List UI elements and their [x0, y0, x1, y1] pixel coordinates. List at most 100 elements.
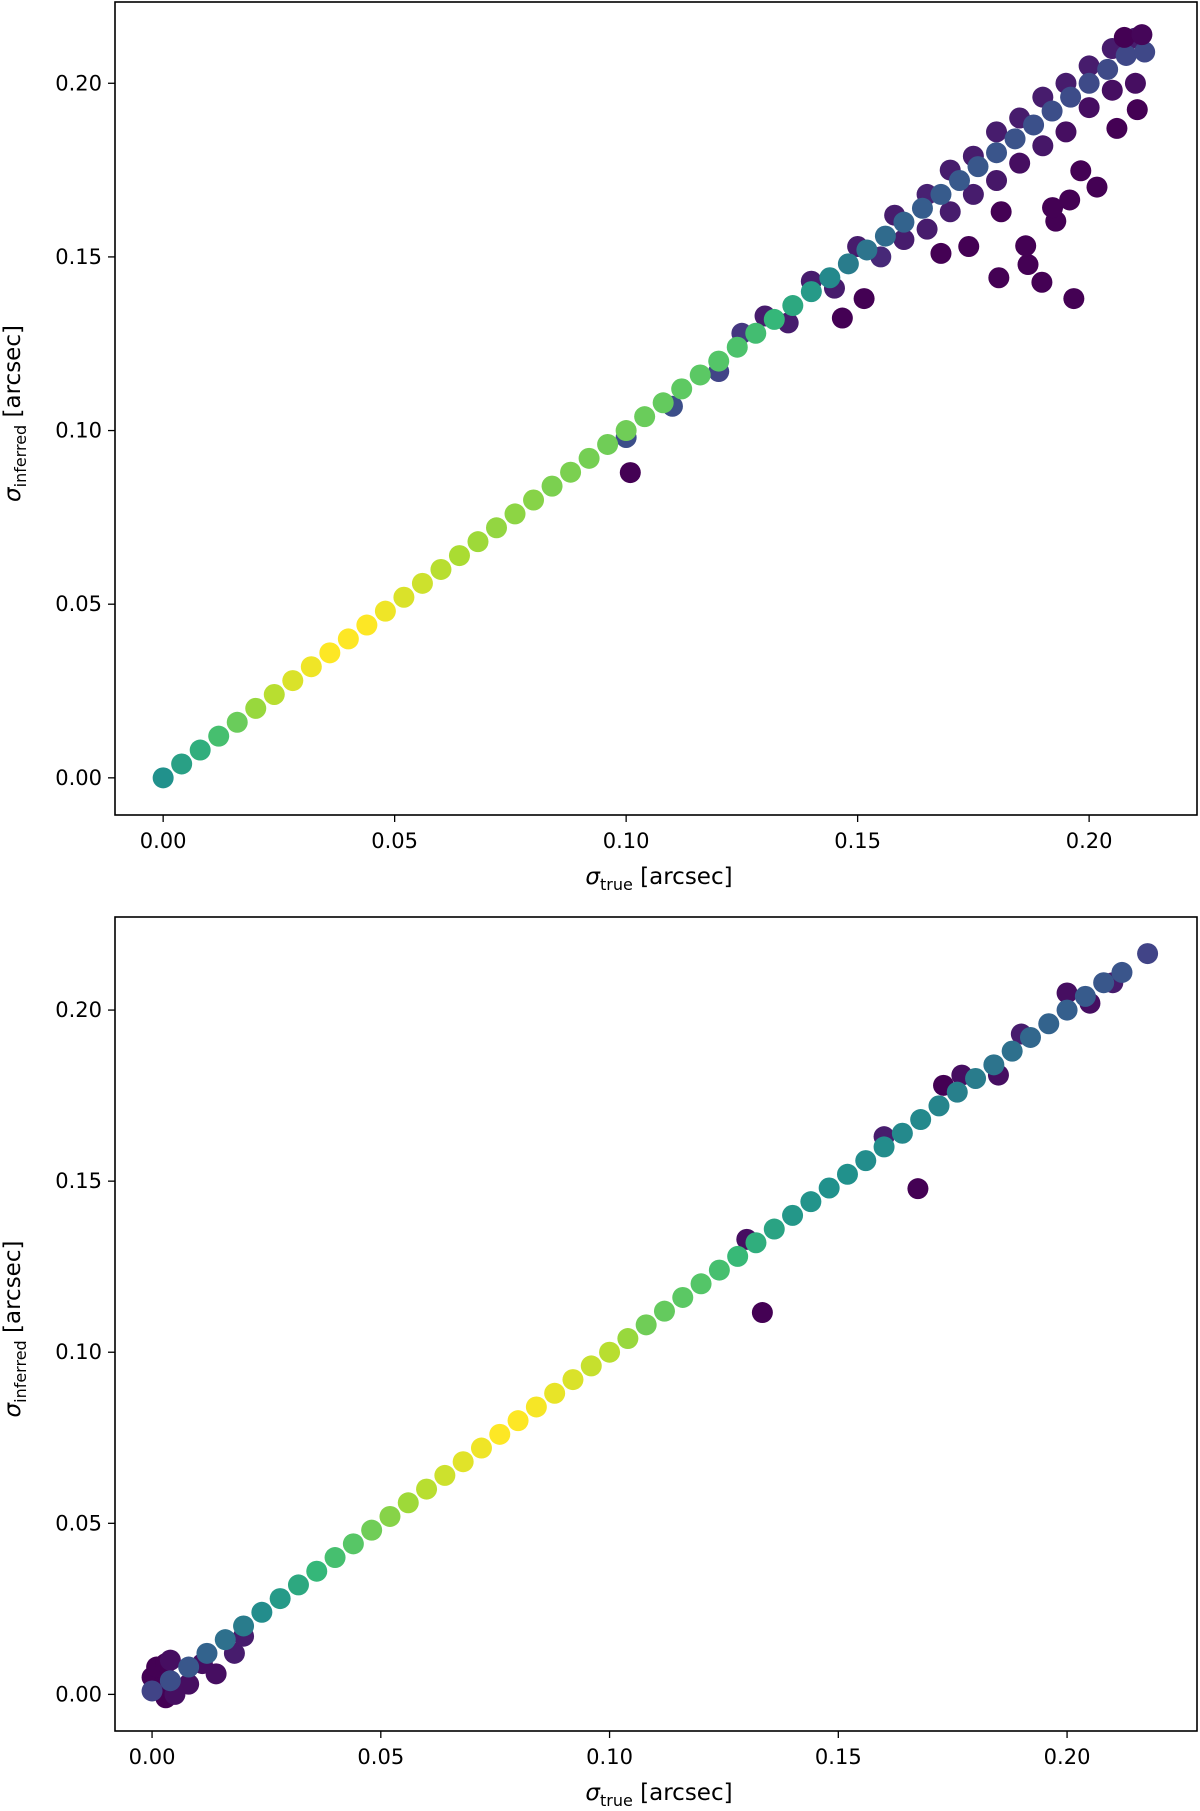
main-point [948, 170, 970, 192]
axis-subscript: true [600, 875, 633, 894]
x-tick-label: 0.00 [129, 1745, 176, 1769]
y-tick-label: 0.20 [55, 71, 102, 95]
outlier-point [1086, 176, 1108, 198]
main-point [874, 225, 896, 247]
spread-point [939, 201, 961, 223]
axis-symbol: σ [585, 1780, 601, 1806]
main-point [196, 1642, 218, 1664]
spread-point [962, 183, 984, 205]
x-tick-label: 0.20 [1066, 829, 1113, 853]
y-axis-label: σinferred [arcsec] [0, 1241, 30, 1418]
axes-frame [114, 1, 1198, 816]
spread-point [1124, 72, 1146, 94]
main-point [1078, 72, 1100, 94]
main-point [1004, 128, 1026, 150]
main-point [580, 1355, 602, 1377]
axis-symbol: σ [0, 1401, 26, 1417]
data-points [141, 943, 1159, 1709]
main-point [560, 461, 582, 483]
outlier-point [1070, 160, 1092, 182]
x-tick-label: 0.05 [357, 1745, 404, 1769]
main-point [1093, 972, 1115, 994]
main-point [617, 1328, 639, 1350]
main-point [672, 1286, 694, 1308]
outlier-point [1031, 271, 1053, 293]
axis-unit: [arcsec] [0, 325, 26, 425]
spread-point [986, 121, 1008, 143]
data-points [152, 24, 1156, 789]
main-point [379, 1505, 401, 1527]
main-point [782, 1204, 804, 1226]
main-point [819, 267, 841, 289]
y-tick-label: 0.20 [55, 998, 102, 1022]
main-point [251, 1601, 273, 1623]
main-point [855, 1150, 877, 1172]
main-point [1074, 985, 1096, 1007]
y-axis-label: σinferred [arcsec] [0, 325, 30, 502]
x-tick-label: 0.20 [1044, 1745, 1091, 1769]
spread-point [1056, 982, 1078, 1004]
y-tick-label: 0.05 [55, 592, 102, 616]
main-point [652, 392, 674, 414]
main-point [452, 1451, 474, 1473]
main-point [282, 670, 304, 692]
main-point [597, 433, 619, 455]
main-point [856, 239, 878, 261]
scatter-plot-2: 0.00 0.05 0.10 0.15 0.20 0.00 0.05 0.10 0.15 0.20… [0, 916, 1198, 1810]
main-point [245, 697, 267, 719]
axis-unit: [arcsec] [0, 1241, 26, 1341]
outlier-point [988, 267, 1010, 289]
outlier-point [751, 1302, 773, 1324]
scatter-plot-1: 0.00 0.05 0.10 0.15 0.20 0.00 0.05 0.10 0.15 0.20… [0, 1, 1198, 894]
main-point [708, 1259, 730, 1281]
outlier-point [1017, 254, 1039, 276]
main-point [489, 1423, 511, 1445]
x-axis-label: σtrue [arcsec] [585, 864, 732, 894]
main-point [416, 1478, 438, 1500]
main-point [1115, 44, 1137, 66]
spread-point [1101, 79, 1123, 101]
main-point [152, 767, 174, 789]
main-point [983, 1054, 1005, 1076]
main-point [986, 142, 1008, 164]
main-point [319, 642, 341, 664]
axis-unit: [arcsec] [633, 864, 733, 890]
main-point [930, 183, 952, 205]
main-point [1001, 1040, 1023, 1062]
main-point [470, 1437, 492, 1459]
main-point [967, 156, 989, 178]
main-point [504, 503, 526, 525]
main-point [1041, 100, 1063, 122]
main-point [356, 614, 378, 636]
main-point [541, 475, 563, 497]
main-point [893, 211, 915, 233]
main-point [1038, 1013, 1060, 1035]
spread-point [893, 229, 915, 251]
outlier-point [1137, 943, 1159, 965]
y-tick-label: 0.15 [55, 1169, 102, 1193]
main-point [397, 1492, 419, 1514]
outlier-point [1059, 189, 1081, 211]
spread-point [916, 218, 938, 240]
main-point [486, 517, 508, 539]
main-point [689, 364, 711, 386]
spread-point [205, 1663, 227, 1685]
main-point [928, 1095, 950, 1117]
main-point [507, 1410, 529, 1432]
main-point [263, 683, 285, 705]
main-point [544, 1382, 566, 1404]
spread-point [1009, 152, 1031, 174]
main-point [634, 406, 656, 428]
main-point [800, 281, 822, 303]
main-point [208, 725, 230, 747]
x-axis-label: σtrue [arcsec] [585, 1780, 732, 1810]
outlier-point [853, 288, 875, 310]
main-point [836, 1163, 858, 1185]
main-point [911, 197, 933, 219]
axes-frame [114, 916, 1198, 1732]
main-point [300, 656, 322, 678]
outlier-point [990, 201, 1012, 223]
spread-point [178, 1673, 200, 1695]
spread-point [1055, 121, 1077, 143]
main-point [562, 1369, 584, 1391]
